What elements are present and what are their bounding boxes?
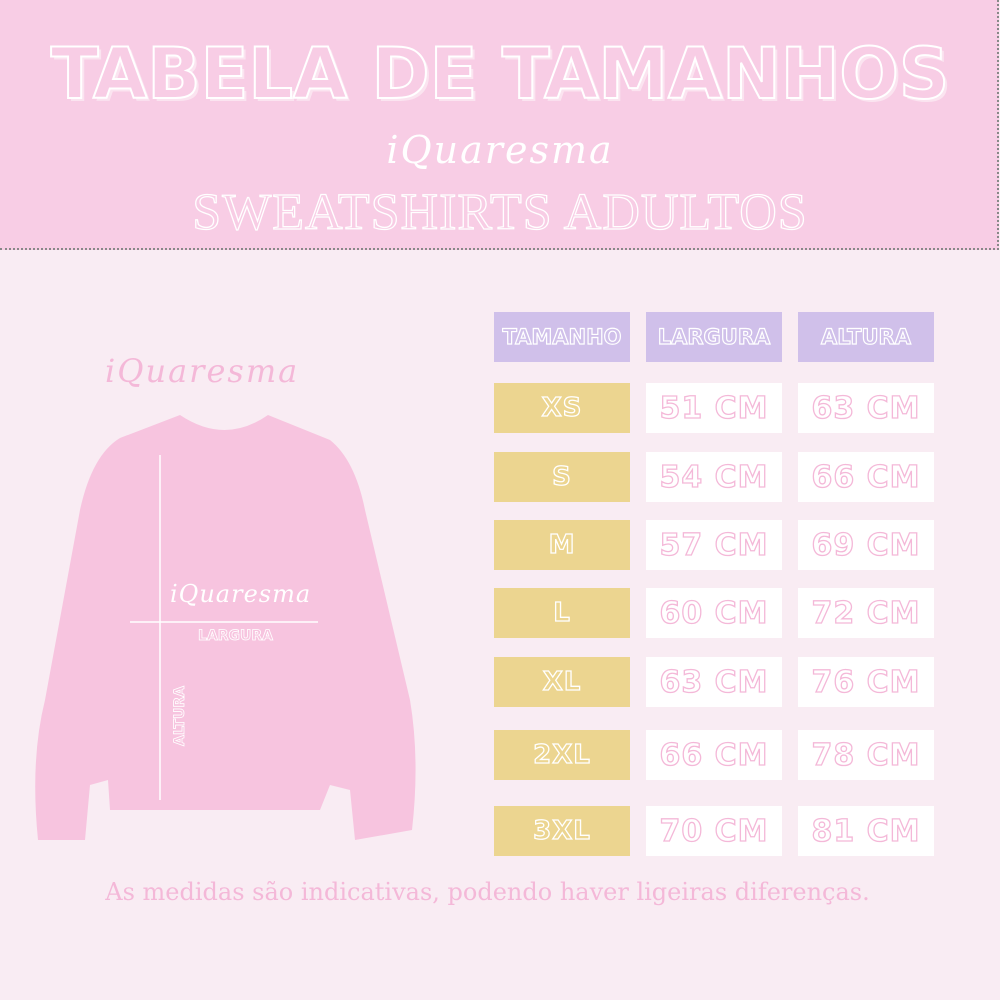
- page-subtitle: SWEATSHIRTS ADULTOS: [192, 183, 808, 241]
- disclaimer: As medidas são indicativas, podendo have…: [105, 878, 870, 906]
- width-cell: 70 CM: [646, 806, 782, 856]
- page-title: TABELA DE TAMANHOS: [50, 33, 951, 115]
- width-cell: 66 CM: [646, 730, 782, 780]
- header-height: ALTURA: [798, 312, 934, 362]
- height-cell: 63 CM: [798, 383, 934, 433]
- width-cell: 63 CM: [646, 657, 782, 707]
- height-cell: 72 CM: [798, 588, 934, 638]
- sweatshirt-shape: [35, 415, 416, 840]
- height-cell: 69 CM: [798, 520, 934, 570]
- size-cell: M: [494, 520, 630, 570]
- size-cell: XL: [494, 657, 630, 707]
- height-cell: 66 CM: [798, 452, 934, 502]
- brand-logo-small: iQuaresma: [105, 352, 300, 390]
- width-cell: 57 CM: [646, 520, 782, 570]
- height-cell: 76 CM: [798, 657, 934, 707]
- header-size: TAMANHO: [494, 312, 630, 362]
- width-label: LARGURA: [198, 628, 274, 645]
- height-cell: 81 CM: [798, 806, 934, 856]
- width-cell: 54 CM: [646, 452, 782, 502]
- height-cell: 78 CM: [798, 730, 934, 780]
- header-banner: TABELA DE TAMANHOS iQuaresma SWEATSHIRTS…: [0, 0, 999, 250]
- size-cell: S: [494, 452, 630, 502]
- size-cell: 2XL: [494, 730, 630, 780]
- brand-logo-center: iQuaresma: [170, 580, 312, 608]
- width-cell: 51 CM: [646, 383, 782, 433]
- width-cell: 60 CM: [646, 588, 782, 638]
- sweatshirt-illustration: [35, 415, 416, 840]
- size-cell: XS: [494, 383, 630, 433]
- header-width: LARGURA: [646, 312, 782, 362]
- brand-logo: iQuaresma: [386, 128, 614, 172]
- size-cell: L: [494, 588, 630, 638]
- height-label: ALTURA: [171, 686, 189, 747]
- size-cell: 3XL: [494, 806, 630, 856]
